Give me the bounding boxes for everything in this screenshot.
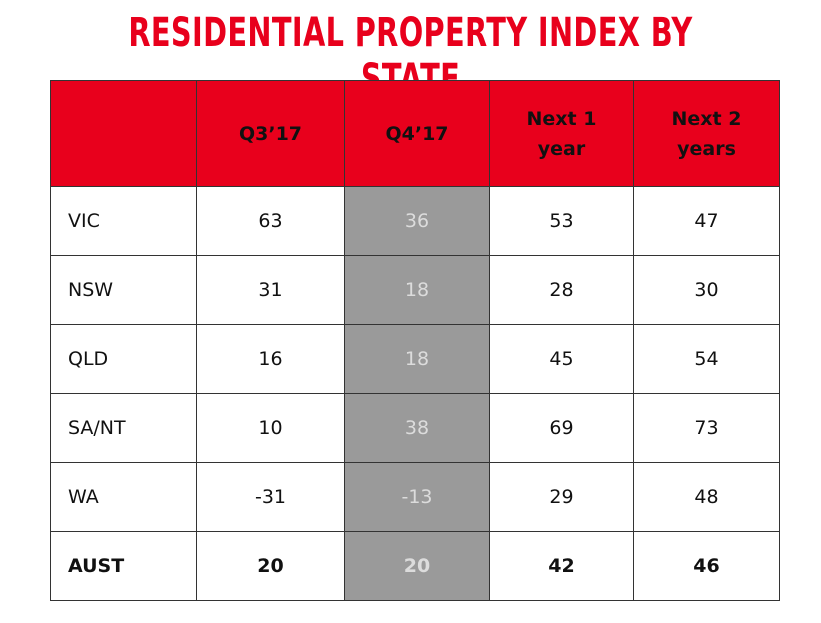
header-cell-1: Q3’17: [196, 80, 345, 187]
value-cell: 54: [633, 324, 780, 394]
table-row: VIC 63 36 53 47: [50, 186, 780, 256]
state-label: WA: [50, 462, 197, 532]
header-label: year: [537, 137, 586, 160]
header-label: Next 2: [671, 107, 742, 130]
value-cell: 29: [489, 462, 634, 532]
value-cell: 20: [344, 531, 490, 601]
value-cell: 30: [633, 255, 780, 325]
value-cell: 46: [633, 531, 780, 601]
value-cell: 48: [633, 462, 780, 532]
header-label: Next 1: [526, 107, 597, 130]
page-title: RESIDENTIAL PROPERTY INDEX BY STATE: [128, 10, 693, 102]
table-row: QLD 16 18 45 54: [50, 324, 780, 394]
value-cell: 38: [344, 393, 490, 463]
value-cell: 42: [489, 531, 634, 601]
value-cell: 69: [489, 393, 634, 463]
table-row: NSW 31 18 28 30: [50, 255, 780, 325]
property-index-table: Q3’17 Q4’17 Next 1 year Next 2 years VIC 63 36 5…: [50, 80, 780, 601]
value-cell: 16: [196, 324, 345, 394]
value-cell: 18: [344, 324, 490, 394]
value-cell: 31: [196, 255, 345, 325]
value-cell: 53: [489, 186, 634, 256]
value-cell: 28: [489, 255, 634, 325]
value-cell: -31: [196, 462, 345, 532]
table-row: SA/NT 10 38 69 73: [50, 393, 780, 463]
header-cell-2: Q4’17: [344, 80, 490, 187]
value-cell: 10: [196, 393, 345, 463]
value-cell: -13: [344, 462, 490, 532]
header-label: Q3’17: [238, 122, 303, 145]
state-label: NSW: [50, 255, 197, 325]
header-label: Q4’17: [385, 122, 449, 145]
value-cell: 18: [344, 255, 490, 325]
state-label: VIC: [50, 186, 197, 256]
table-body: VIC 63 36 53 47 NSW 31 18 28 30 QLD 16 18 45 54 SA/NT 10…: [50, 186, 780, 601]
state-label: SA/NT: [50, 393, 197, 463]
value-cell: 36: [344, 186, 490, 256]
table-row: WA -31 -13 29 48: [50, 462, 780, 532]
header-cell-3: Next 1 year: [489, 80, 634, 187]
table-row: AUST 20 20 42 46: [50, 531, 780, 601]
header-row: Q3’17 Q4’17 Next 1 year Next 2 years: [50, 80, 780, 187]
value-cell: 45: [489, 324, 634, 394]
value-cell: 47: [633, 186, 780, 256]
value-cell: 73: [633, 393, 780, 463]
value-cell: 63: [196, 186, 345, 256]
header-cell-4: Next 2 years: [633, 80, 780, 187]
state-label: QLD: [50, 324, 197, 394]
state-label: AUST: [50, 531, 197, 601]
header-cell-corner: [50, 80, 197, 187]
header-label: years: [677, 137, 736, 160]
value-cell: 20: [196, 531, 345, 601]
